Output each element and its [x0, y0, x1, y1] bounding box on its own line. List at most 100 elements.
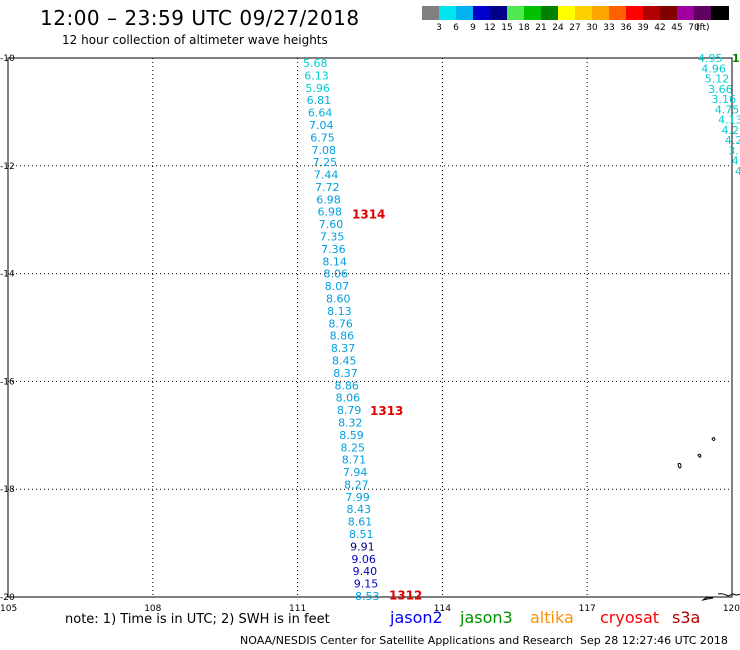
legend-swatch: [422, 6, 440, 20]
pass-number: 1314: [352, 207, 385, 221]
island: [677, 462, 682, 469]
wave-height-value: 8.32: [338, 416, 363, 429]
wave-height-value: 3.7: [728, 144, 740, 157]
wave-height-value: 9.40: [353, 565, 378, 578]
legend-swatch: [473, 6, 491, 20]
legend-swatch: [524, 6, 542, 20]
island: [711, 437, 716, 441]
wave-height-value: 5.68: [303, 57, 328, 70]
pass-number: 1312: [389, 588, 422, 602]
map-grid: [7, 57, 733, 598]
wave-height-value: 9.91: [350, 540, 375, 553]
wave-height-value: 8.51: [349, 528, 374, 541]
wave-height-value: 7.04: [309, 119, 334, 132]
wave-height-value: 8.07: [325, 280, 350, 293]
wave-height-value: 4: [735, 165, 740, 178]
latitude-label: -14: [0, 270, 15, 280]
longitude-label: 114: [434, 604, 451, 614]
wave-height-value: 8.45: [332, 354, 357, 367]
wave-height-value: 8.71: [342, 454, 367, 467]
coastline: [701, 593, 740, 601]
wave-height-value: 7.36: [321, 243, 346, 256]
legend-swatch: [660, 6, 678, 20]
legend-swatch: [677, 6, 695, 20]
wave-height-value: 6.64: [308, 107, 333, 120]
satellite-cryosat: cryosat: [600, 608, 660, 627]
legend-swatch: [694, 6, 712, 20]
legend-swatch: [592, 6, 610, 20]
wave-height-value: 8.60: [326, 293, 351, 306]
page-subtitle: 12 hour collection of altimeter wave hei…: [62, 33, 328, 47]
wave-height-value: 4.95: [698, 52, 723, 65]
legend-swatch: [541, 6, 559, 20]
legend-label: 30: [586, 23, 598, 33]
legend-label: 9: [470, 23, 476, 33]
wave-height-value: 7.99: [345, 491, 370, 504]
legend-label: 21: [535, 23, 547, 33]
wave-height-value: 7.44: [314, 169, 339, 182]
pass-number: 1313: [370, 404, 403, 418]
legend-swatch: [575, 6, 593, 20]
legend-label: 39: [637, 23, 649, 33]
wave-height-value: 8.86: [334, 379, 359, 392]
wave-height-value: 8.37: [331, 342, 356, 355]
legend-swatch: [609, 6, 627, 20]
wave-height-value: 4.29: [722, 124, 740, 137]
legend-label: 70: [688, 23, 700, 33]
wave-height-value: 1: [732, 52, 740, 65]
wave-height-value: 7.60: [319, 218, 344, 231]
wave-height-value: 5.12: [705, 73, 730, 86]
wave-height-value: 8.61: [348, 516, 373, 529]
wave-height-value: 4.2: [725, 134, 740, 147]
legend-unit: (ft): [696, 23, 710, 33]
longitude-label: 108: [144, 604, 161, 614]
wave-height-value: 6.75: [310, 131, 335, 144]
legend-label: 3: [436, 23, 442, 33]
latitude-label: -18: [0, 485, 15, 495]
longitude-label: 117: [579, 604, 596, 614]
wave-height-value: 8.14: [322, 255, 347, 268]
wave-height-value: 9.15: [354, 578, 379, 591]
wave-height-value: 8.43: [347, 503, 372, 516]
wave-height-value: 8.06: [336, 392, 361, 405]
legend-label: 12: [484, 23, 496, 33]
wave-height-value: 8.37: [333, 367, 358, 380]
wave-height-value: 6.98: [316, 193, 341, 206]
longitude-label: 105: [0, 604, 17, 614]
wave-height-value: 5.96: [305, 82, 330, 95]
latitude-label: -16: [0, 377, 15, 387]
wave-height-value: 4: [732, 155, 739, 168]
wave-height-value: 8.59: [339, 429, 364, 442]
wave-height-value: 6.81: [307, 94, 332, 107]
wave-height-value: 8.79: [337, 404, 362, 417]
wave-height-value: 8.76: [328, 317, 353, 330]
legend-label: 18: [518, 23, 530, 33]
legend-label: 42: [654, 23, 666, 33]
legend-swatch: [558, 6, 576, 20]
map-frame: [7, 57, 733, 598]
wave-height-value: 7.35: [320, 231, 345, 244]
satellite-jason3: jason3: [460, 608, 513, 627]
wave-height-value: 7.25: [313, 156, 338, 169]
satellite-s3a: s3a: [672, 608, 701, 627]
wave-height-value: 4.96: [701, 62, 726, 75]
footer-credit: NOAA/NESDIS Center for Satellite Applica…: [240, 634, 574, 647]
latitude-label: -10: [0, 54, 15, 64]
wave-height-value: 7.94: [343, 466, 368, 479]
legend-swatch: [626, 6, 644, 20]
latitude-label: -20: [0, 593, 15, 603]
wave-height-value: 8.27: [344, 478, 369, 491]
longitude-label: 111: [289, 604, 306, 614]
legend-label: 15: [501, 23, 513, 33]
wave-height-value: 7.08: [311, 144, 336, 157]
legend-label: 6: [453, 23, 459, 33]
altimeter-track-east: 4.954.965.123.663.164.754.134.294.23.744…: [698, 52, 740, 178]
page-title: 12:00 – 23:59 UTC 09/27/2018: [40, 6, 360, 30]
latitude-label: -12: [0, 162, 15, 172]
legend-swatch: [643, 6, 661, 20]
wave-height-value: 3.66: [708, 83, 733, 96]
wave-height-value: 8.53: [355, 590, 380, 603]
altimeter-track-main: 5.686.135.966.816.647.046.757.087.257.44…: [303, 57, 380, 603]
footer-timestamp: Sep 28 12:27:46 UTC 2018: [580, 634, 728, 647]
